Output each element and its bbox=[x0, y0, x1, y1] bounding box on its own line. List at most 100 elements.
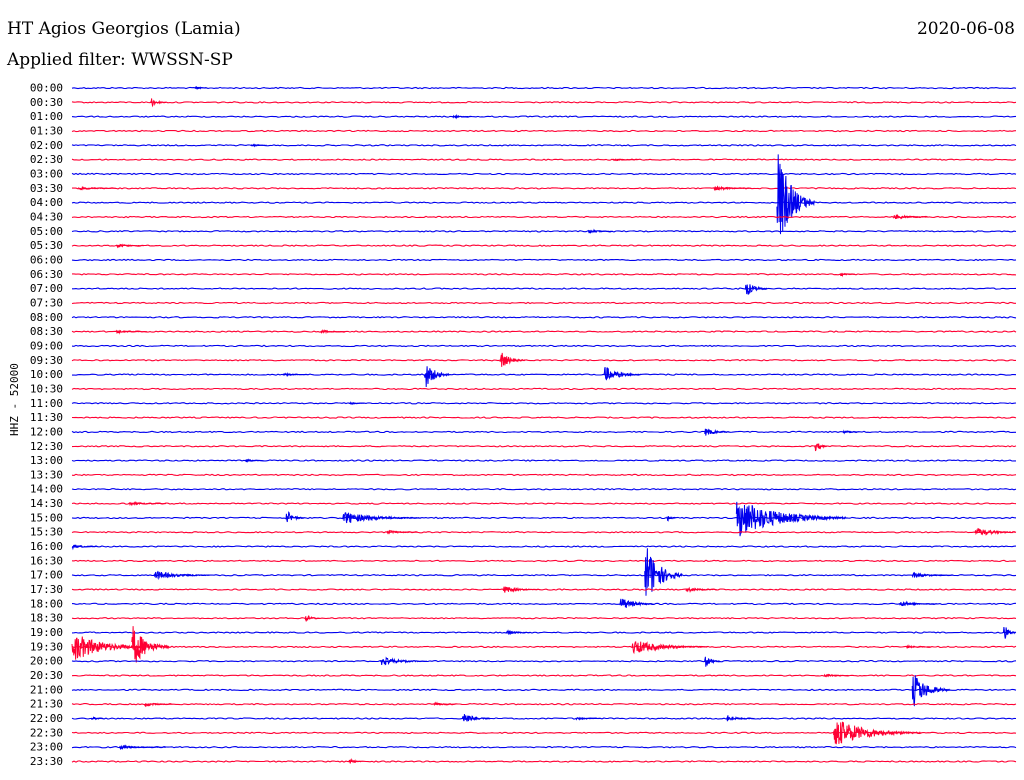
seismic-event bbox=[899, 600, 938, 607]
row-time-label: 05:00 bbox=[30, 225, 63, 238]
row-time-label: 18:00 bbox=[30, 597, 63, 610]
row-time-label: 02:30 bbox=[30, 153, 63, 166]
seismic-event bbox=[833, 721, 922, 745]
row-time-label: 20:00 bbox=[30, 655, 63, 668]
trace-row bbox=[71, 760, 1017, 763]
seismic-event bbox=[911, 571, 953, 579]
trace-row bbox=[71, 459, 1016, 462]
trace-row bbox=[71, 158, 1017, 161]
trace-row bbox=[71, 645, 1017, 649]
seismic-event bbox=[452, 113, 472, 120]
trace-row bbox=[71, 101, 1017, 104]
seismic-event bbox=[905, 644, 931, 649]
seismic-event bbox=[619, 598, 654, 608]
row-time-label: 08:30 bbox=[30, 325, 63, 338]
seismic-event bbox=[285, 511, 305, 523]
seismic-event bbox=[1002, 627, 1016, 639]
row-time-label: 16:00 bbox=[30, 540, 63, 553]
trace-row bbox=[71, 573, 1017, 577]
row-time-label: 01:30 bbox=[30, 124, 63, 137]
seismic-event bbox=[666, 516, 676, 522]
trace-row bbox=[71, 602, 1017, 606]
seismic-event bbox=[823, 673, 849, 678]
trace-row bbox=[71, 215, 1017, 219]
seismic-event bbox=[499, 352, 526, 367]
seismic-event bbox=[842, 429, 859, 435]
row-time-label: 06:00 bbox=[30, 253, 63, 266]
trace-row bbox=[71, 144, 1017, 147]
seismic-event bbox=[128, 500, 166, 507]
trace-row bbox=[72, 287, 1017, 290]
trace-row bbox=[71, 230, 1017, 233]
seismic-event bbox=[90, 716, 104, 721]
trace-row bbox=[71, 416, 1017, 419]
seismic-event bbox=[244, 458, 264, 463]
seismic-event bbox=[71, 544, 97, 551]
trace-row bbox=[71, 445, 1017, 448]
row-time-label: 13:00 bbox=[30, 454, 63, 467]
row-time-label: 20:30 bbox=[30, 669, 63, 682]
trace-row bbox=[71, 86, 1017, 90]
seismic-event bbox=[320, 329, 346, 335]
row-time-label: 02:00 bbox=[30, 139, 63, 152]
row-time-label: 18:30 bbox=[30, 612, 63, 625]
seismic-event bbox=[814, 443, 827, 452]
row-time-label: 09:30 bbox=[30, 354, 63, 367]
seismic-event bbox=[250, 143, 267, 148]
trace-row bbox=[71, 717, 1017, 720]
row-time-label: 21:00 bbox=[30, 683, 63, 696]
trace-row bbox=[71, 688, 1017, 692]
row-time-label: 15:00 bbox=[30, 511, 63, 524]
seismic-event bbox=[194, 86, 207, 90]
trace-row bbox=[71, 258, 1017, 262]
trace-row bbox=[71, 402, 1017, 405]
row-time-label: 13:30 bbox=[30, 468, 63, 481]
seismic-event bbox=[433, 701, 456, 706]
trace-row bbox=[71, 745, 1017, 749]
trace-row bbox=[71, 588, 1017, 591]
row-time-label: 09:00 bbox=[30, 339, 63, 352]
seismic-event bbox=[119, 744, 167, 750]
trace-row bbox=[71, 330, 1017, 333]
seismic-event bbox=[304, 615, 321, 622]
row-time-label: 08:00 bbox=[30, 311, 63, 324]
trace-row bbox=[71, 516, 1017, 520]
seismic-event bbox=[379, 656, 428, 666]
trace-row bbox=[71, 502, 1017, 505]
row-time-label: 12:00 bbox=[30, 425, 63, 438]
row-time-label: 00:30 bbox=[30, 96, 63, 109]
trace-row bbox=[71, 201, 1017, 204]
row-time-label: 15:30 bbox=[30, 526, 63, 539]
trace-row bbox=[71, 387, 1017, 391]
trace-row bbox=[71, 373, 1017, 376]
row-time-label: 03:00 bbox=[30, 167, 63, 180]
seismic-event bbox=[587, 228, 613, 234]
filter-label: Applied filter: WWSSN-SP bbox=[7, 50, 233, 70]
row-time-label: 05:30 bbox=[30, 239, 63, 252]
seismic-event bbox=[704, 428, 730, 436]
row-time-label: 04:30 bbox=[30, 210, 63, 223]
seismic-event bbox=[386, 529, 418, 535]
seismic-event bbox=[131, 626, 170, 663]
trace-row bbox=[71, 545, 1017, 548]
trace-row bbox=[71, 172, 1017, 176]
trace-row bbox=[71, 559, 1017, 563]
seismic-event bbox=[153, 570, 211, 581]
seismic-event bbox=[143, 702, 173, 708]
seismic-event bbox=[839, 272, 856, 278]
trace-row bbox=[71, 115, 1017, 118]
row-time-label: 11:30 bbox=[30, 411, 63, 424]
seismic-event bbox=[282, 372, 308, 377]
row-time-label: 17:00 bbox=[30, 569, 63, 582]
seismic-event bbox=[726, 715, 755, 722]
seismic-event bbox=[78, 186, 116, 191]
station-title: HT Agios Georgios (Lamia) bbox=[7, 19, 241, 39]
seismic-event bbox=[342, 512, 422, 524]
row-time-label: 19:30 bbox=[30, 640, 63, 653]
seismic-event bbox=[115, 243, 144, 249]
trace-row bbox=[71, 702, 1017, 706]
trace-row bbox=[71, 359, 1016, 362]
row-time-label: 07:30 bbox=[30, 296, 63, 309]
seismic-event bbox=[612, 158, 639, 162]
